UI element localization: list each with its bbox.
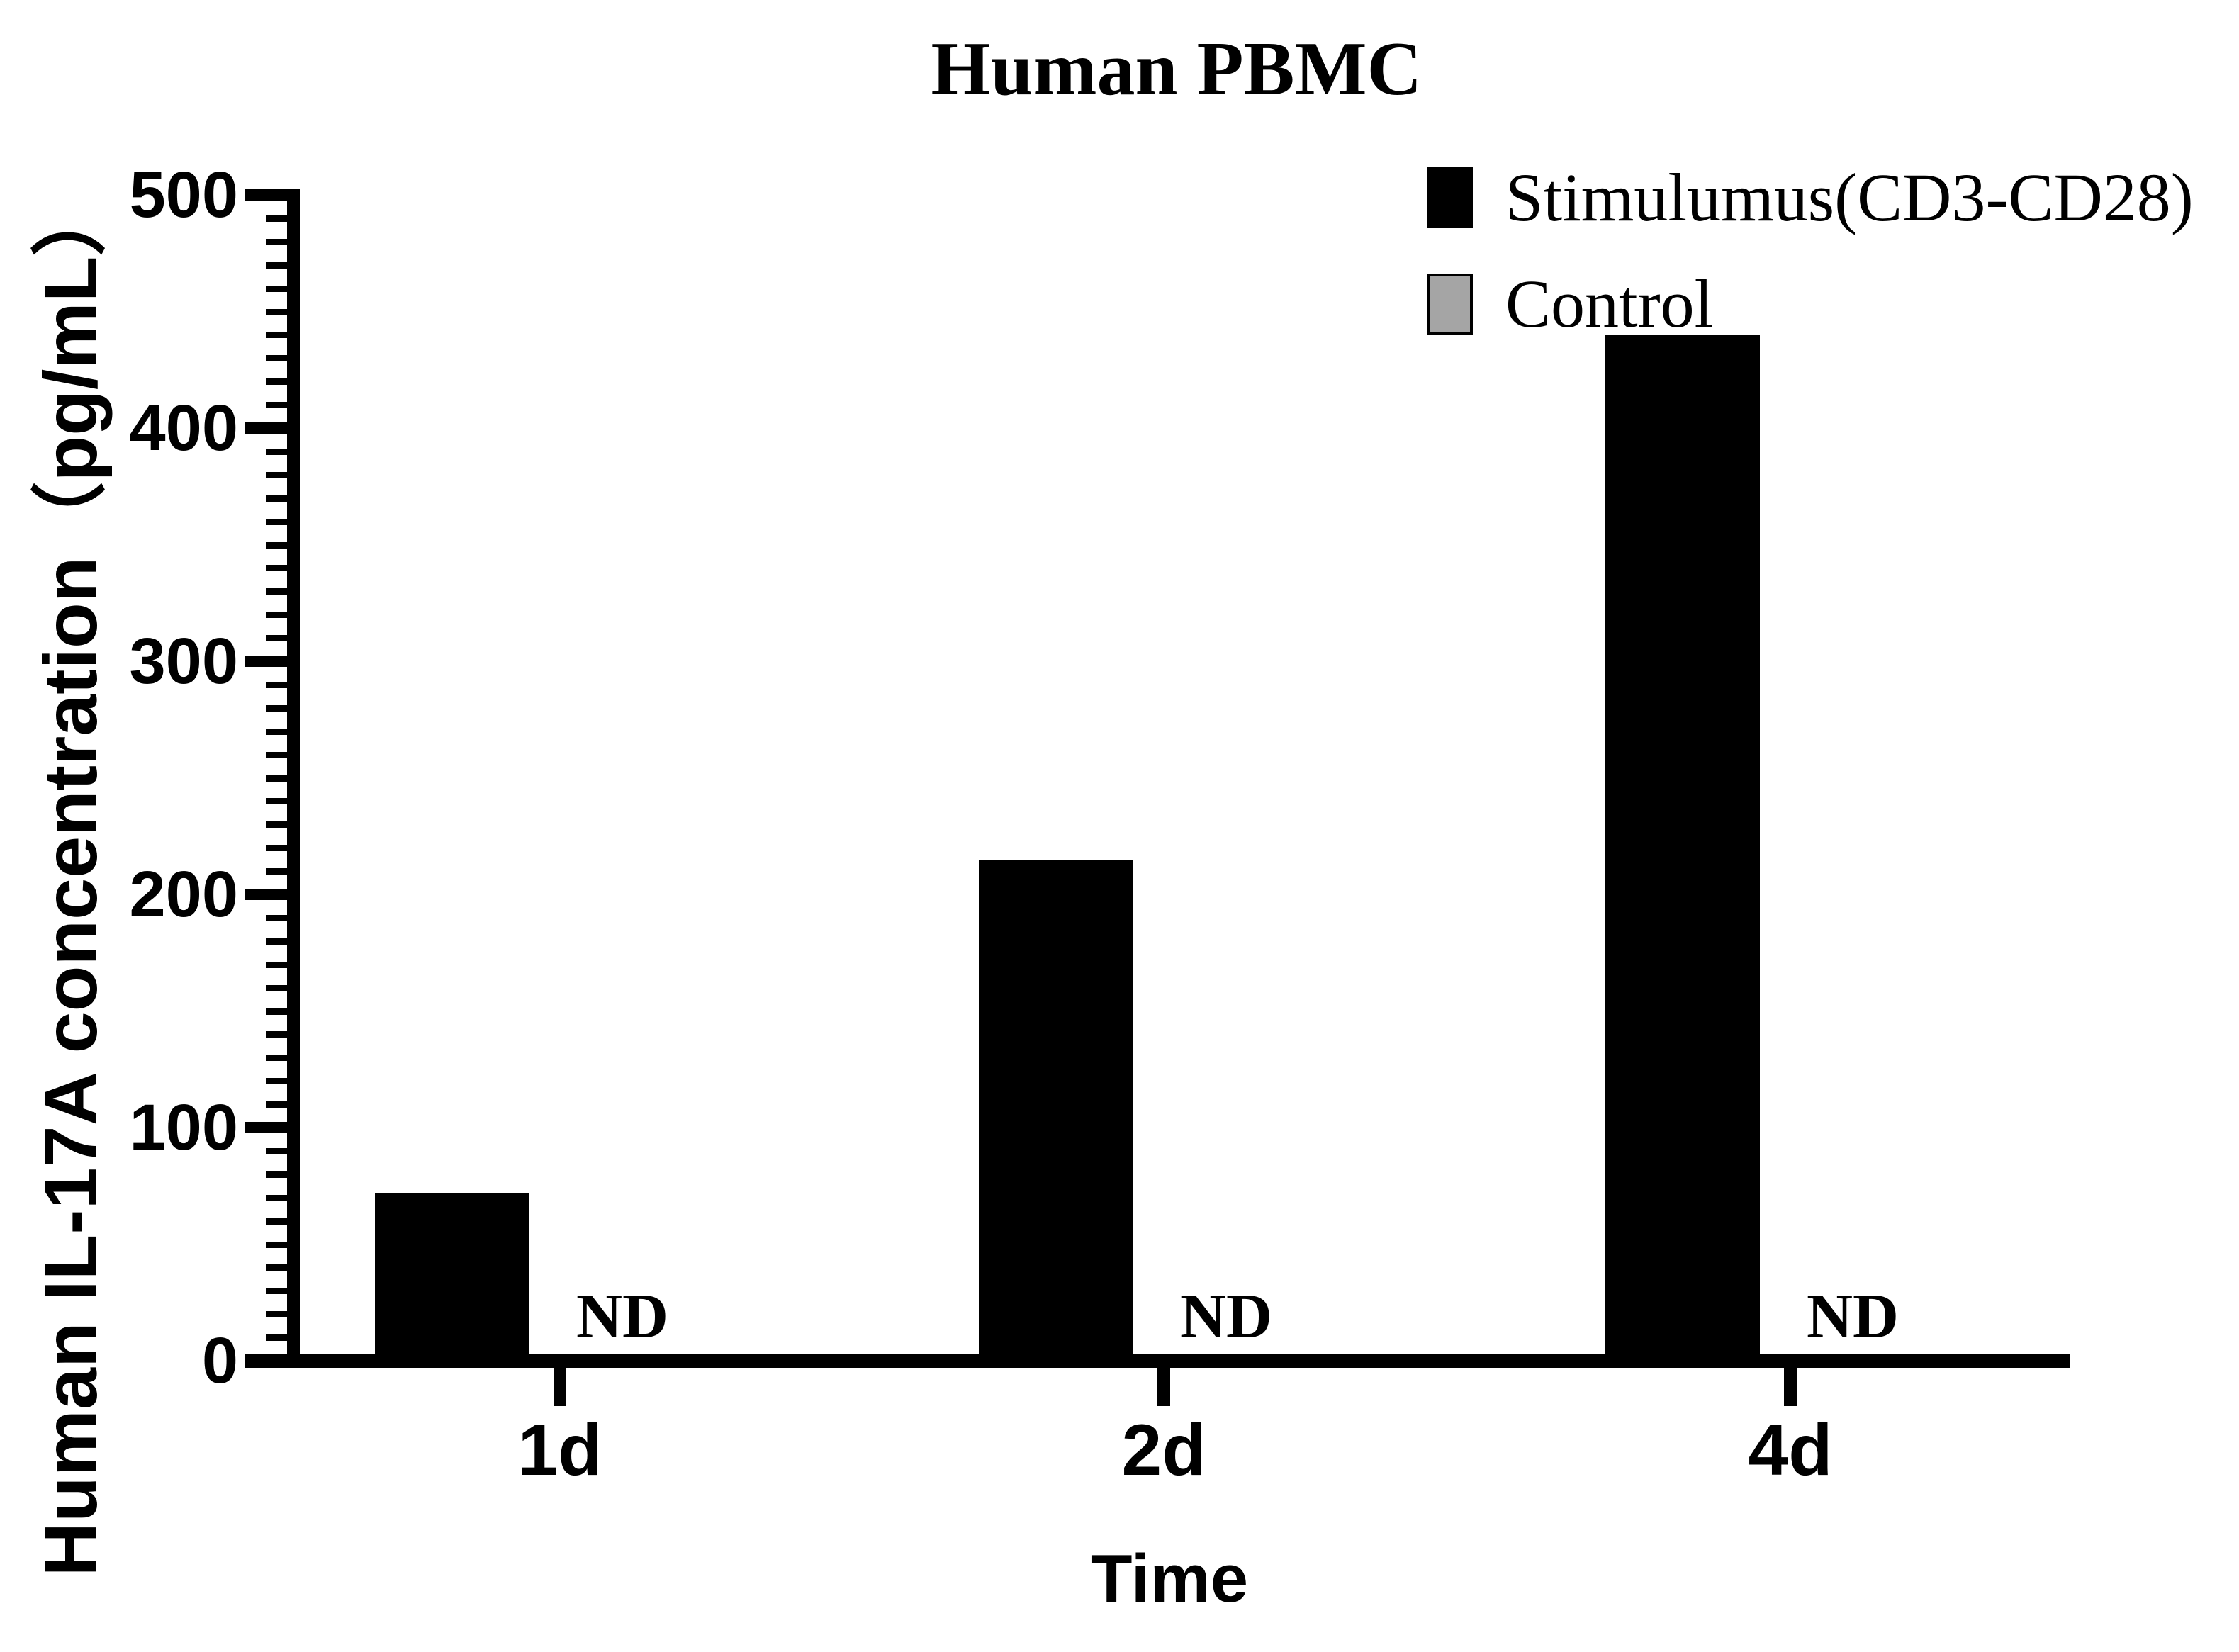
y-minor-tick [266,751,287,758]
y-minor-tick [266,495,287,502]
y-minor-tick [266,1078,287,1085]
legend-swatch-stimulumus [1427,167,1473,228]
y-tick-label: 400 [129,392,239,464]
y-minor-tick [266,541,287,549]
y-minor-tick [266,565,287,572]
y-minor-tick [266,588,287,595]
y-major-tick [245,656,287,667]
y-minor-tick [266,355,287,362]
y-minor-tick [266,612,287,619]
y-minor-tick [266,728,287,735]
nd-label-4d: ND [1807,1281,1899,1352]
y-minor-tick [266,938,287,945]
y-axis-line [287,189,300,1368]
y-minor-tick [266,1171,287,1178]
y-minor-tick [266,914,287,921]
y-minor-tick [266,332,287,339]
x-axis-label: Time [1090,1541,1249,1617]
y-minor-tick [266,402,287,409]
y-minor-tick [266,798,287,805]
y-minor-tick [266,1241,287,1248]
y-minor-tick [266,1334,287,1342]
y-minor-tick [266,704,287,712]
x-tick-4d [1784,1368,1797,1406]
y-minor-tick [266,821,287,828]
y-major-tick [245,1355,287,1366]
y-minor-tick [266,1055,287,1062]
x-tick-2d [1157,1368,1170,1406]
bar-1d-stimulumus [375,1193,529,1361]
x-tick-label-2d: 2d [1121,1410,1206,1490]
legend-row-stimulumus: Stimulumus(CD3-CD28) [1427,159,2194,237]
legend-row-control: Control [1427,265,2194,343]
y-minor-tick [266,868,287,875]
y-minor-tick [266,635,287,642]
legend-label: Control [1505,266,1714,342]
legend-swatch-control [1427,274,1473,335]
y-minor-tick [266,961,287,968]
x-tick-label-1d: 1d [517,1410,602,1490]
x-tick-label-4d: 4d [1748,1410,1833,1490]
y-minor-tick [266,518,287,525]
nd-label-1d: ND [576,1281,668,1352]
y-minor-tick [266,262,287,269]
y-minor-tick [266,378,287,386]
y-minor-tick [266,285,287,292]
y-minor-tick [266,1194,287,1201]
y-tick-label: 300 [129,625,239,697]
y-major-tick [245,889,287,900]
y-minor-tick [266,471,287,478]
y-tick-label: 0 [201,1325,238,1397]
y-major-tick [245,422,287,434]
y-tick-label: 500 [129,159,239,231]
y-tick-label: 200 [129,858,239,931]
nd-label-2d: ND [1180,1281,1272,1352]
y-minor-tick [266,308,287,315]
y-tick-label: 100 [129,1091,239,1164]
x-tick-1d [554,1368,566,1406]
y-minor-tick [266,1264,287,1271]
y-minor-tick [266,1008,287,1015]
y-minor-tick [266,1101,287,1108]
y-minor-tick [266,775,287,782]
y-major-tick [245,189,287,201]
y-minor-tick [266,1218,287,1225]
bar-4d-stimulumus [1605,335,1760,1361]
bar-2d-stimulumus [979,859,1133,1361]
legend: Stimulumus(CD3-CD28) Control [1427,159,2194,343]
chart-title: Human PBMC [931,27,1422,111]
y-minor-tick [266,238,287,245]
y-major-tick [245,1122,287,1133]
y-minor-tick [266,448,287,455]
y-minor-tick [266,1147,287,1154]
y-minor-tick [266,215,287,222]
legend-label: Stimulumus(CD3-CD28) [1505,159,2194,235]
y-minor-tick [266,984,287,991]
y-minor-tick [266,1311,287,1318]
y-minor-tick [266,1031,287,1038]
y-minor-tick [266,845,287,852]
y-minor-tick [266,681,287,688]
y-minor-tick [266,1288,287,1295]
